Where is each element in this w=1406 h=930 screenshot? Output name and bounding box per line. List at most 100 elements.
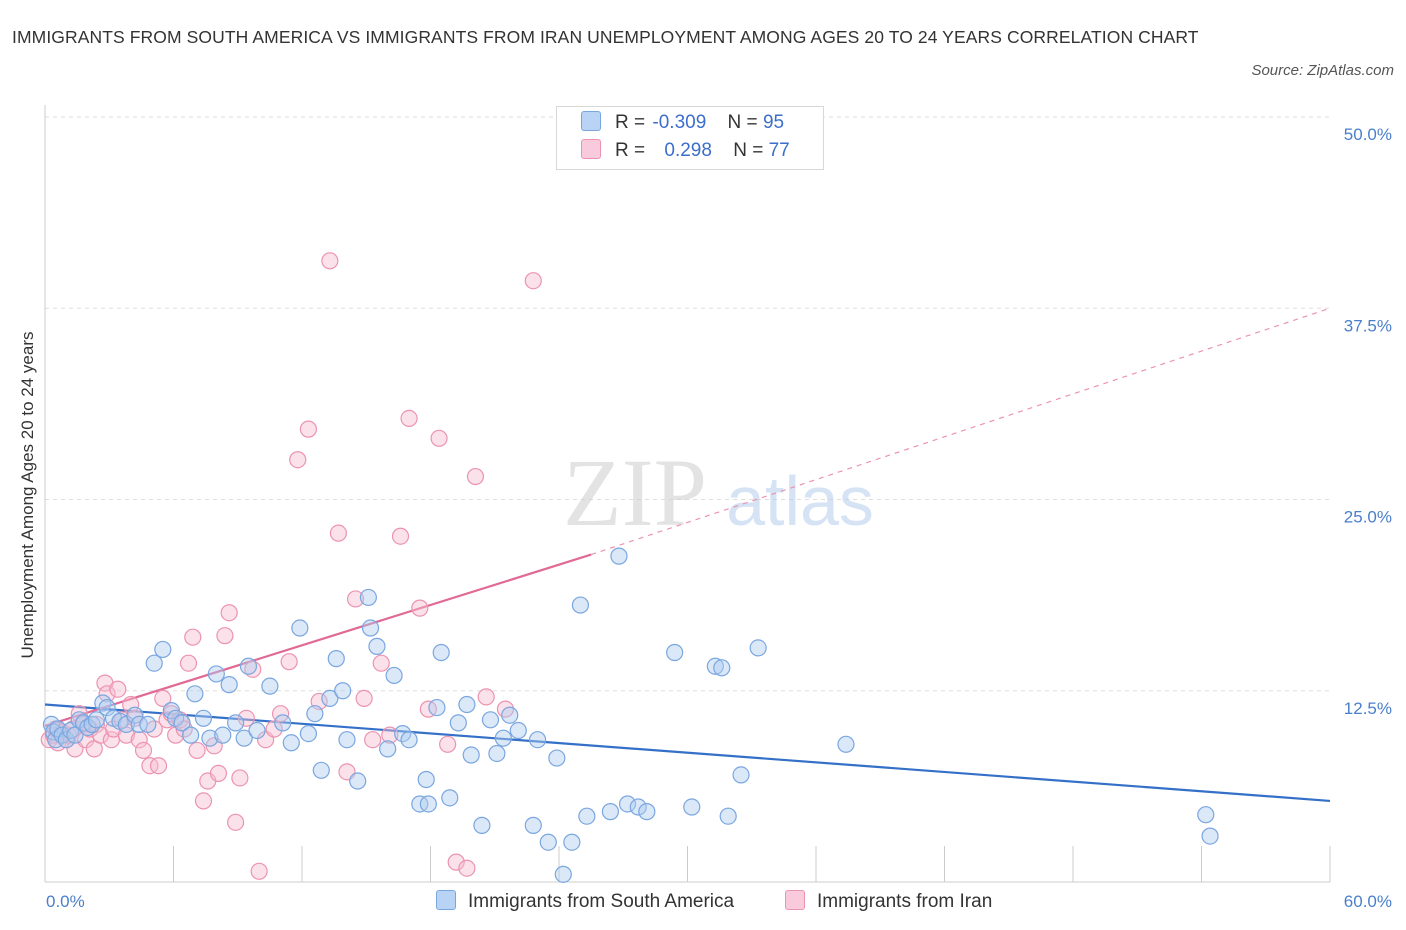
point-iran [381,726,399,744]
y-tick-label: 37.5% [1344,316,1392,335]
point-south-america [1197,806,1215,824]
point-iran [130,731,148,749]
watermark-zip: ZIP [563,439,707,546]
point-south-america [713,659,731,677]
point-south-america [732,766,750,784]
point-iran [184,628,202,646]
point-south-america [261,677,279,695]
point-iran [149,757,168,775]
point-iran [346,590,365,608]
legend-row-iran: R = 0.298 N = 77 [581,139,790,165]
point-south-america [473,816,491,834]
point-south-america [441,789,459,807]
point-south-america [359,588,377,607]
point-south-america [610,547,628,565]
point-iran [391,527,410,545]
point-iran [400,409,418,428]
point-south-america [194,709,213,727]
point-south-america [571,596,590,614]
point-iran [109,680,127,698]
point-south-america [719,807,737,825]
point-south-america [509,721,527,740]
legend-n-value: 95 [762,112,785,133]
point-south-america [548,749,566,767]
x-tick-labels: 0.0% 60.0% [46,892,1392,911]
y-tick-label: 25.0% [1344,508,1392,527]
point-iran [355,689,373,708]
point-south-america [98,698,116,717]
point-iran [179,654,198,672]
point-south-america [334,682,352,700]
point-iran [329,524,348,542]
point-iran [280,653,298,671]
point-south-america [379,740,397,758]
legend-r-value: -0.309 [652,112,707,133]
bottom-legend-label: Immigrants from Iran [817,891,993,912]
point-iran [227,813,245,831]
x-tick-label: 60.0% [1344,892,1392,911]
y-tick-labels: 12.5% 25.0% 37.5% 50.0% [1344,125,1392,718]
source-label: Source: ZipAtlas.com [1251,62,1394,79]
point-iran [85,740,103,758]
point-south-america [145,654,163,672]
point-south-america [154,640,172,659]
watermark: ZIP atlas [563,439,874,546]
point-iran [364,731,382,749]
point-iran [250,862,268,880]
point-iran [154,689,172,708]
point-iran [216,627,234,645]
point-south-america [349,772,367,790]
point-south-america [274,714,292,732]
point-south-america [539,833,557,851]
point-iran [372,654,390,672]
point-south-america [207,665,225,683]
point-south-america [321,689,339,708]
point-south-america [554,865,572,883]
point-south-america [488,744,506,763]
point-south-america [524,816,542,834]
point-south-america [186,685,204,703]
point-south-america [1201,827,1219,845]
point-south-america [248,721,266,740]
point-south-america [327,650,345,668]
point-south-america [282,734,300,752]
point-south-america [182,726,200,744]
point-south-america [87,711,106,729]
point-south-america [126,706,144,724]
point-south-america [501,706,519,724]
point-south-america [368,637,386,655]
bottom-legend-south-america: Immigrants from South America [436,890,734,913]
point-iran [98,685,116,703]
y-tick-label: 12.5% [1344,699,1392,718]
legend-swatch-pink [581,139,601,159]
bottom-legend-swatch-blue [436,890,456,910]
point-south-america [563,833,581,851]
point-south-america [117,715,135,734]
point-south-america [638,803,656,821]
point-south-america [428,698,446,717]
point-south-america [139,715,157,734]
x-tick-label: 0.0% [46,892,85,911]
point-south-america [417,770,435,789]
point-south-america [578,807,596,825]
point-south-america [449,714,467,732]
point-south-america [385,666,403,685]
point-south-america [239,657,258,675]
point-south-america [683,798,701,816]
legend-r-value: 0.298 [664,140,712,161]
point-iran [321,252,339,270]
point-south-america [528,731,547,749]
legend-row-south-america: R = -0.309 N = 95 [581,111,784,137]
correlation-legend: R = -0.309 N = 95 R = 0.298 N = 77 [556,106,824,170]
point-south-america [419,795,437,813]
point-iran [265,720,283,738]
point-iran [411,599,429,617]
point-iran [419,700,437,718]
point-iran [466,467,485,486]
point-south-america [338,731,356,749]
legend-r-label: R = [615,140,646,161]
point-south-america [394,724,412,743]
point-south-america [432,643,450,662]
point-iran [439,735,457,753]
chart-title: IMMIGRANTS FROM SOUTH AMERICA VS IMMIGRA… [12,27,1199,47]
